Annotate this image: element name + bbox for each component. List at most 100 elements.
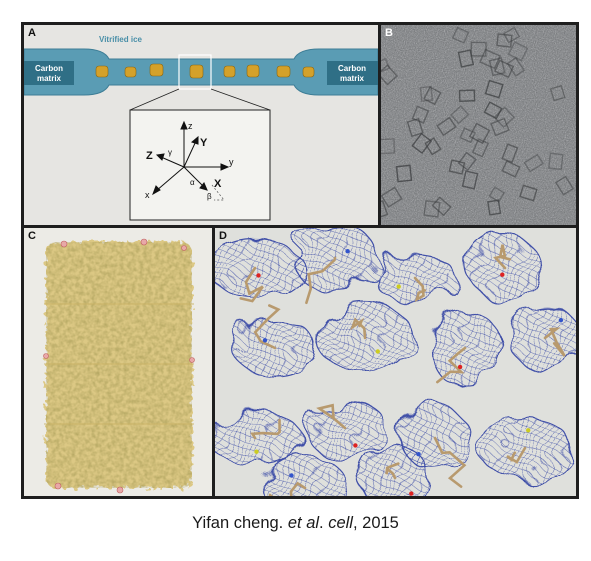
particle: [246, 64, 260, 78]
particle: [223, 65, 236, 78]
ligand-marker: [60, 240, 68, 248]
panel-d-label: D: [219, 230, 227, 242]
particle-image: [381, 200, 389, 221]
panel-b-label: B: [385, 27, 393, 39]
particle-image: [488, 186, 506, 203]
ligand-marker: [140, 238, 148, 246]
carbon-right-line1: Carbon: [338, 64, 366, 73]
particle-image: [395, 164, 413, 183]
residue-stick: [385, 462, 400, 480]
atom-marker: [409, 491, 414, 496]
residue-stick: [250, 418, 281, 440]
particle-image: [381, 57, 391, 76]
particle-image: [457, 49, 475, 68]
particle-image: [507, 41, 529, 62]
particle-image: [501, 160, 521, 178]
atom-marker: [526, 428, 531, 433]
particle-image: [423, 199, 441, 218]
residue-stick: [350, 317, 367, 340]
carbon-matrix-left: [24, 61, 74, 85]
axis-x-upper: X: [214, 178, 222, 190]
particle-image: [496, 33, 513, 48]
residue-stick: [433, 436, 467, 488]
particle-image: [461, 170, 479, 190]
particle-image: [494, 59, 515, 79]
particle-image: [423, 86, 442, 106]
residue-stick: [316, 403, 347, 430]
particle-image: [523, 153, 544, 173]
particle: [276, 65, 291, 78]
residue-stick: [506, 446, 527, 464]
atom-marker: [558, 318, 564, 323]
particle-image: [490, 117, 510, 137]
particle-image: [406, 117, 424, 138]
axis-alpha: α: [190, 178, 195, 187]
carbon-left-line1: Carbon: [35, 64, 63, 73]
particle-image: [519, 184, 538, 202]
residue-stick: [413, 276, 427, 303]
atom-marker: [500, 272, 505, 277]
particle-image: [487, 199, 502, 216]
particle-image: [411, 105, 430, 124]
axis-y-lower: y: [229, 157, 234, 167]
particle-image: [549, 84, 566, 102]
density-mesh: [360, 444, 430, 496]
particle-image: [554, 175, 575, 196]
particle-image: [468, 122, 491, 145]
density-mesh: [509, 305, 576, 371]
ice-label: Vitrified ice: [99, 35, 143, 44]
particle-image: [483, 101, 503, 120]
atom-marker: [375, 349, 380, 354]
ligand-marker: [181, 245, 187, 251]
density-map-image: [43, 238, 195, 494]
particle-image: [488, 57, 506, 77]
particle-image: [381, 186, 403, 208]
particle-image: [424, 137, 442, 156]
residue-stick: [543, 327, 566, 357]
particle-image: [449, 105, 470, 125]
axis-z-lower: z: [188, 121, 193, 131]
atom-marker: [256, 273, 261, 278]
particle-image: [484, 79, 504, 99]
particle-image: [502, 26, 521, 44]
panel-a-label: A: [28, 27, 36, 39]
particle: [302, 66, 315, 78]
particle-image: [548, 152, 564, 171]
particle: [124, 66, 137, 78]
caption-author: Yifan cheng.: [192, 514, 288, 532]
particle-image: [451, 26, 470, 44]
particle-image: [411, 132, 433, 155]
figure: A Carbon matrix Carbon matrix Vitrified …: [21, 22, 579, 499]
carbon-matrix-right: [327, 61, 378, 85]
atom-marker: [353, 443, 358, 448]
ligand-marker: [116, 486, 124, 494]
particle-image: [381, 64, 398, 86]
particle-image: [479, 48, 502, 70]
atom-marker: [416, 452, 421, 457]
caption-journal: cell: [328, 514, 353, 532]
zoom-selection: [178, 54, 212, 90]
particle-image: [458, 89, 476, 102]
axis-beta: β: [207, 192, 212, 201]
atom-marker: [254, 449, 259, 454]
panel-a: A Carbon matrix Carbon matrix Vitrified …: [24, 25, 378, 225]
particle: [189, 64, 204, 79]
micrograph-image: [381, 25, 576, 225]
vitrified-ice-diagram: Carbon matrix Carbon matrix Vitrified ic…: [24, 35, 378, 221]
axis-z-upper: Z: [146, 150, 153, 162]
particle-image: [431, 196, 452, 217]
particle-image: [448, 159, 466, 175]
residue-stick: [493, 244, 511, 270]
carbon-right-line2: matrix: [340, 74, 365, 83]
density-mesh: [263, 453, 347, 496]
axis-y-upper: Y: [200, 137, 208, 149]
axis-gamma: γ: [168, 148, 172, 157]
residue-stick: [253, 304, 281, 350]
axis-x-lower: x: [145, 190, 150, 200]
particle: [95, 65, 109, 78]
panel-d: D: [215, 228, 576, 496]
particle-image: [381, 138, 396, 155]
atom-marker: [396, 284, 401, 289]
ligand-marker: [189, 357, 195, 363]
atom-marker: [457, 364, 463, 370]
